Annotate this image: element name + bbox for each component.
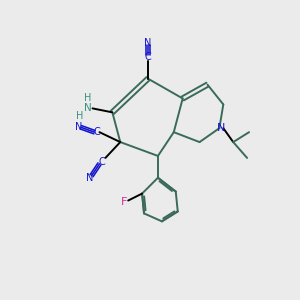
Text: N: N [84, 103, 92, 113]
Text: H: H [84, 94, 91, 103]
Text: F: F [121, 196, 127, 206]
Text: H: H [76, 111, 83, 121]
Text: C: C [93, 127, 100, 137]
Text: C: C [145, 52, 152, 62]
Text: N: N [86, 173, 93, 183]
Text: N: N [217, 123, 226, 133]
Text: N: N [144, 38, 152, 48]
Text: N: N [75, 122, 82, 132]
Text: C: C [98, 157, 105, 167]
